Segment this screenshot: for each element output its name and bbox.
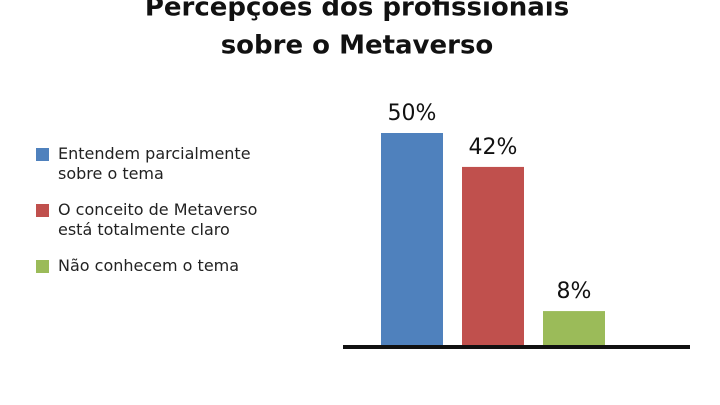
legend-label: O conceito de Metaverso está totalmente …: [58, 200, 258, 239]
value-label: 8%: [557, 279, 592, 304]
legend-item: Não conhecem o tema: [36, 256, 268, 276]
legend: Entendem parcialmente sobre o tema O conc…: [36, 144, 268, 292]
legend-item: Entendem parcialmente sobre o tema: [36, 144, 268, 184]
legend-swatch: [36, 260, 49, 273]
chart-title: Percepções dos profissionais: [145, 0, 569, 23]
legend-label: Não conhecem o tema: [58, 256, 240, 275]
bar: [462, 166, 524, 345]
legend-item: O conceito de Metaverso está totalmente …: [36, 200, 268, 240]
bar: [543, 311, 605, 345]
legend-label: Entendem parcialmente sobre o tema: [58, 144, 251, 183]
bar: [381, 133, 443, 345]
value-label: 42%: [469, 135, 518, 160]
legend-swatch: [36, 148, 49, 161]
chart-title: sobre o Metaverso: [221, 31, 494, 61]
value-label: 50%: [388, 101, 437, 126]
legend-swatch: [36, 204, 49, 217]
